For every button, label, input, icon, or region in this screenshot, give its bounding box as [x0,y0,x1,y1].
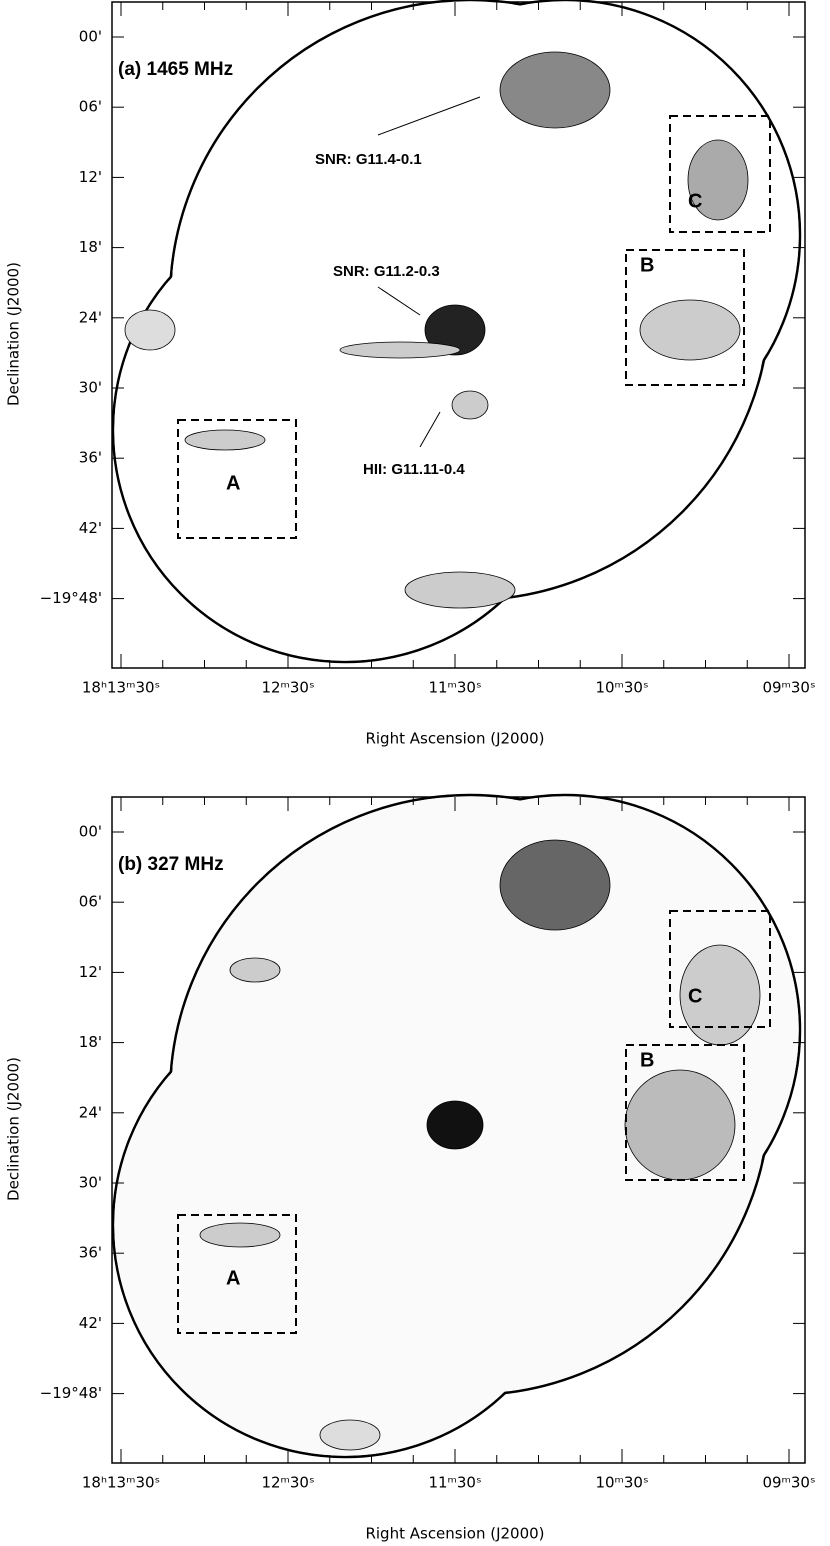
panel-label: (a) 1465 MHz [118,59,233,80]
emission [687,139,749,221]
y-axis-label: Declination (J2000) [5,262,23,406]
annotation-line [419,411,441,448]
y-tick-label: 12' [79,963,102,981]
x-tick-label: 12ᵐ30ˢ [261,1474,314,1492]
x-tick-label: 09ᵐ30ˢ [762,679,815,697]
region-label: A [226,1267,240,1289]
y-tick-label: 06' [79,98,102,116]
y-tick-label: 42' [79,519,102,537]
panel: A B C (a) 1465 MHz SNR: G11.4-0.1 SNR: G11.2-… [5,0,816,748]
y-tick-label: 30' [79,379,102,397]
x-tick-label: 11ᵐ30ˢ [428,679,481,697]
y-tick-label: 12' [79,168,102,186]
x-axis-label: Right Ascension (J2000) [365,730,544,748]
emission [499,839,611,931]
emission [426,1100,484,1150]
emission [319,1419,381,1451]
map [111,793,802,1459]
y-tick-label: 30' [79,1174,102,1192]
region-label: A [226,472,240,494]
y-tick-label: 00' [79,28,102,46]
x-tick-label: 10ᵐ30ˢ [595,679,648,697]
emission [639,299,741,361]
x-tick-label: 11ᵐ30ˢ [428,1474,481,1492]
emission [184,429,266,451]
emission [404,571,516,609]
region-label: C [688,190,702,212]
x-tick-label: 18ʰ13ᵐ30ˢ [82,1474,160,1492]
panel-label: (b) 327 MHz [118,854,224,875]
annotation: SNR: G11.4-0.1 [315,151,422,168]
y-tick-label: 24' [79,1103,102,1121]
x-tick-label: 09ᵐ30ˢ [762,1474,815,1492]
region-label: B [640,1049,654,1071]
annotation: SNR: G11.2-0.3 [333,263,440,280]
region-label: C [688,985,702,1007]
map [111,0,802,664]
x-tick-label: 10ᵐ30ˢ [595,1474,648,1492]
emission [339,341,461,359]
emission [424,304,486,356]
y-tick-label: 42' [79,1314,102,1332]
y-tick-label: 36' [79,449,102,467]
emission [199,1222,281,1248]
y-tick-label: 00' [79,823,102,841]
panel: A B C (b) 327 MHz 00' 06' 12' 18' 24' 30' 36' 42' −1… [5,793,816,1543]
y-tick-label: 36' [79,1244,102,1262]
y-tick-label: 18' [79,238,102,256]
x-tick-label: 18ʰ13ᵐ30ˢ [82,679,160,697]
y-tick-label: 06' [79,893,102,911]
y-tick-label: −19°48' [40,589,102,607]
x-axis-label: Right Ascension (J2000) [365,1525,544,1543]
annotation-line [377,286,421,316]
x-tick-label: 12ᵐ30ˢ [261,679,314,697]
region-box [177,1214,297,1334]
region-box [177,419,297,539]
annotation-line [377,96,481,136]
annotation: HII: G11.11-0.4 [363,461,465,478]
emission [229,957,281,983]
y-tick-label: 18' [79,1033,102,1051]
emission [124,309,176,351]
region-label: B [640,254,654,276]
y-tick-label: 24' [79,308,102,326]
region-box [625,1044,745,1181]
region-box [625,249,745,386]
region-box [669,115,771,233]
region-box [669,910,771,1028]
emission [624,1069,736,1181]
y-tick-label: −19°48' [40,1384,102,1402]
y-axis-label: Declination (J2000) [5,1057,23,1201]
emission [451,390,489,420]
emission [499,51,611,129]
footprint-fill [114,994,576,1456]
